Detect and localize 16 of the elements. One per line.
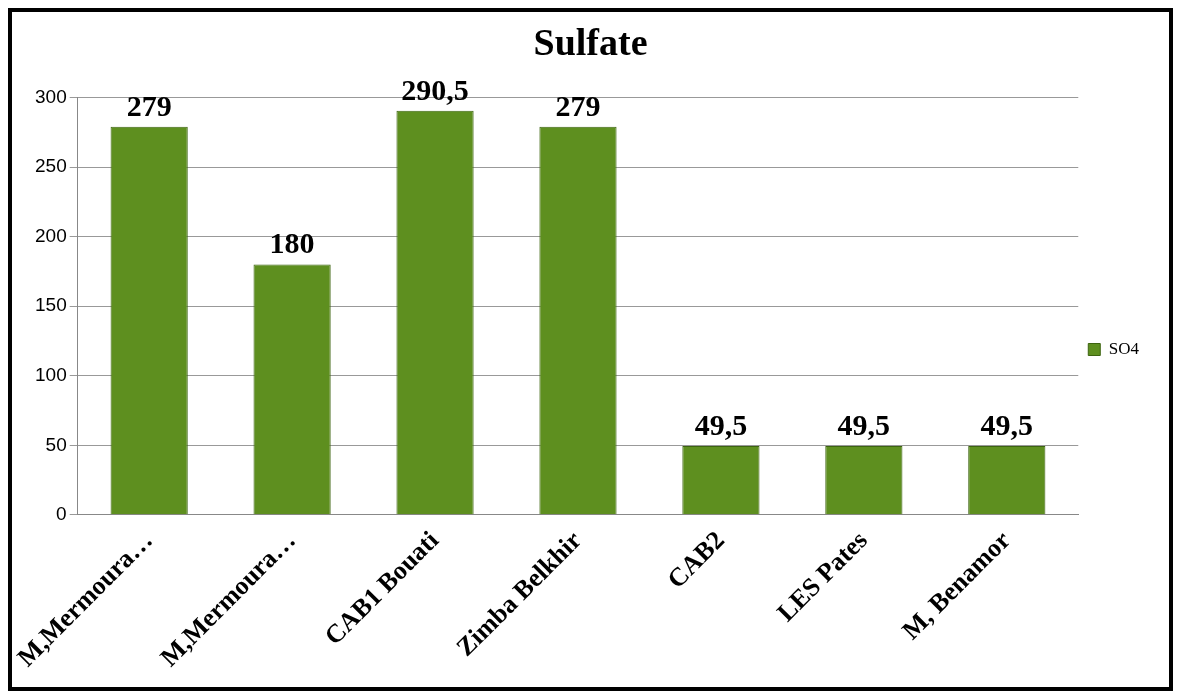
y-tick-label: 250 — [35, 155, 67, 177]
y-tick-label: 200 — [35, 224, 67, 246]
data-label: 180 — [269, 226, 315, 260]
y-tick-label: 150 — [35, 294, 67, 316]
y-tick-label: 300 — [35, 85, 67, 107]
chart-title: Sulfate — [533, 20, 648, 63]
legend-label: SO4 — [1108, 338, 1140, 358]
data-label: 49,5 — [694, 407, 748, 441]
data-label: 49,5 — [837, 407, 891, 441]
y-tick-label: 0 — [56, 503, 67, 525]
data-label: 279 — [126, 88, 172, 122]
y-tick-label: 100 — [35, 364, 67, 385]
data-label: 49,5 — [980, 407, 1034, 441]
data-label: 290,5 — [401, 72, 469, 106]
y-tick-label: 50 — [45, 433, 67, 455]
data-label: 279 — [555, 88, 601, 122]
